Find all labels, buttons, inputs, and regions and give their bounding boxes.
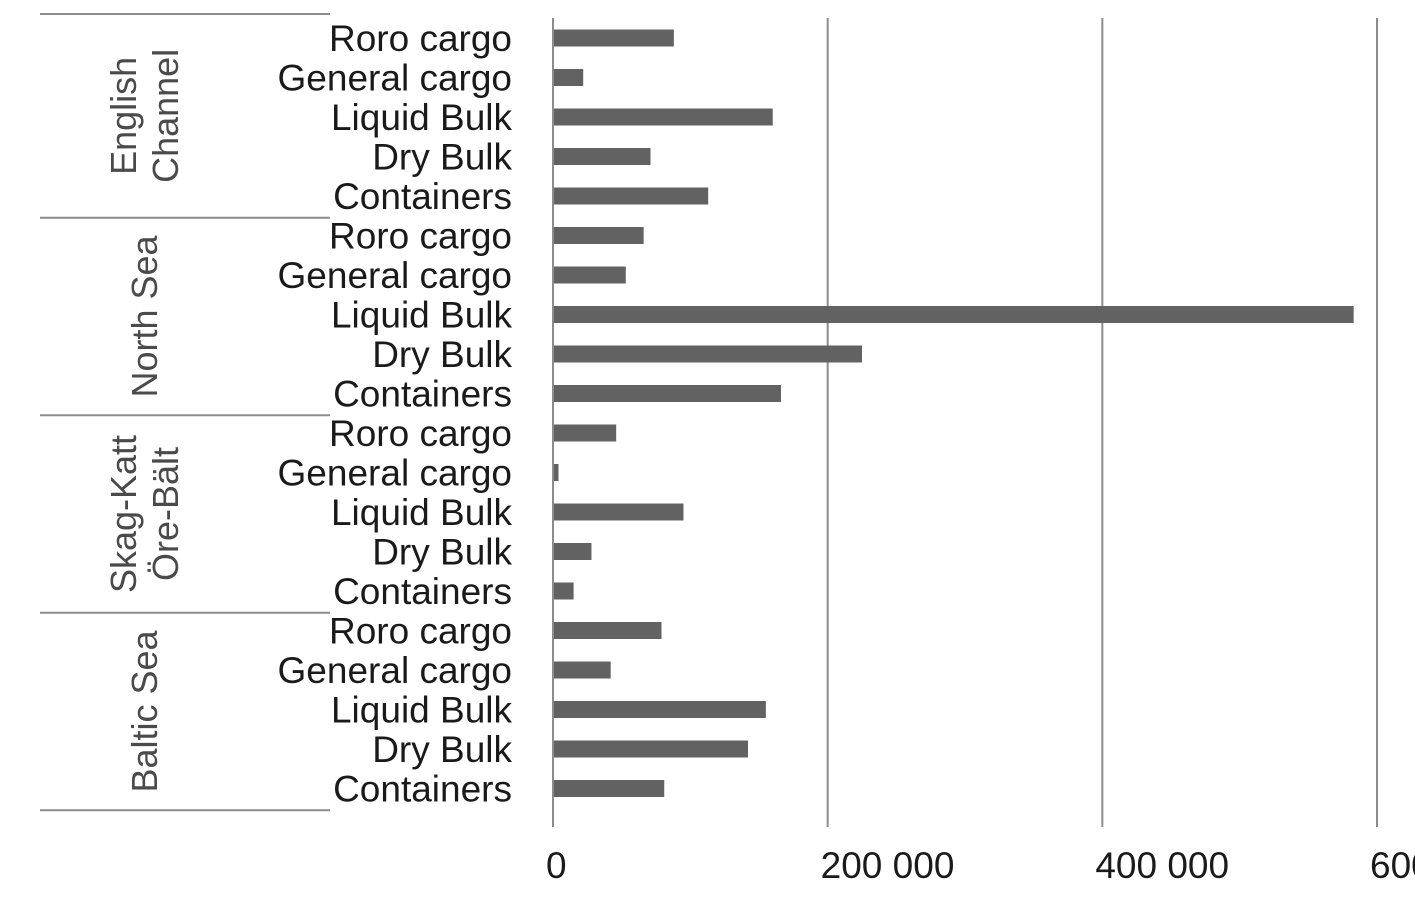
category-label: Roro cargo xyxy=(329,18,512,59)
bar xyxy=(554,503,684,521)
x-tick-label: 200 000 xyxy=(821,845,955,886)
group-label: Baltic Sea xyxy=(124,629,165,792)
x-tick-label: 600 000 xyxy=(1370,845,1415,886)
category-label: General cargo xyxy=(278,255,512,296)
bar xyxy=(554,306,1354,323)
category-label: Containers xyxy=(333,571,512,612)
bar xyxy=(554,108,773,126)
bar xyxy=(554,701,766,718)
bar xyxy=(554,29,674,47)
category-label: Roro cargo xyxy=(329,413,512,454)
group-label: North Sea xyxy=(124,234,165,397)
gridlines xyxy=(552,18,1378,827)
bar xyxy=(554,385,781,402)
bar xyxy=(554,543,592,560)
category-label: Dry Bulk xyxy=(372,137,512,178)
category-label: General cargo xyxy=(278,453,512,494)
x-tick-label: 400 000 xyxy=(1095,845,1229,886)
group-label: Skag-KattÖre-Bält xyxy=(103,435,186,593)
category-label: Dry Bulk xyxy=(372,334,512,375)
bar xyxy=(554,227,644,244)
x-tick-labels: 0 200 000 400 000 600 000 xyxy=(546,845,1415,886)
bars xyxy=(554,29,1354,797)
bar xyxy=(554,582,574,600)
category-label: Liquid Bulk xyxy=(331,690,513,731)
category-label: Roro cargo xyxy=(329,611,512,652)
category-label: Liquid Bulk xyxy=(331,492,513,533)
x-tick-label: 0 xyxy=(546,845,567,886)
category-label: Roro cargo xyxy=(329,216,512,257)
bar xyxy=(554,266,626,284)
category-label: Dry Bulk xyxy=(372,532,512,573)
group-label: EnglishChannel xyxy=(103,49,186,183)
bar xyxy=(554,780,665,797)
bar xyxy=(554,69,584,86)
bar xyxy=(554,148,651,165)
bar xyxy=(554,661,611,679)
category-label: Dry Bulk xyxy=(372,729,512,770)
category-label: Containers xyxy=(333,374,512,415)
bar xyxy=(554,424,617,442)
bar xyxy=(554,464,559,481)
bar xyxy=(554,187,709,205)
bar xyxy=(554,740,749,758)
category-label: Liquid Bulk xyxy=(331,295,513,336)
bar xyxy=(554,345,862,363)
category-label: Liquid Bulk xyxy=(331,97,513,138)
category-label: General cargo xyxy=(278,650,512,691)
group-labels: EnglishChannel North Sea Skag-KattÖre-Bält… xyxy=(40,13,330,812)
category-label: Containers xyxy=(333,769,512,810)
bar xyxy=(554,622,662,639)
category-label: Containers xyxy=(333,176,512,217)
category-label: General cargo xyxy=(278,58,512,99)
